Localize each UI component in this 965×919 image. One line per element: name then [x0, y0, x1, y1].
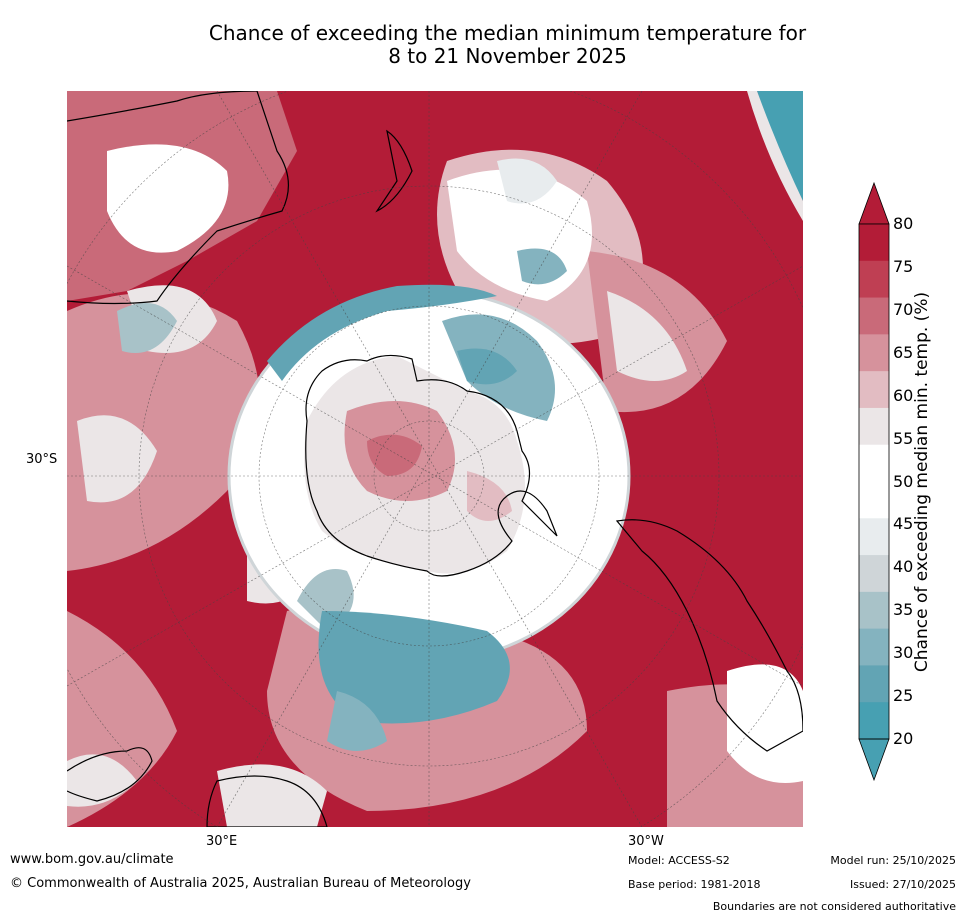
colorbar-segment — [859, 518, 889, 556]
colorbar-tick-label: 55 — [893, 428, 914, 448]
graticule — [67, 91, 803, 827]
footer-website: www.bom.gov.au/climate — [10, 852, 174, 867]
colorbar-segments — [859, 224, 889, 740]
colorbar-segment — [859, 260, 889, 298]
footer-disclaimer: Boundaries are not considered authoritat… — [712, 900, 956, 913]
colorbar-title: Chance of exceeding median min. temp. (%… — [912, 291, 932, 673]
footer-base-period: Base period: 1981-2018 — [628, 878, 761, 891]
footer-model: Model: ACCESS-S2 — [628, 854, 730, 867]
colorbar-segment — [859, 334, 889, 372]
colorbar-tick-label: 50 — [893, 471, 914, 491]
colorbar-segment — [859, 407, 889, 446]
colorbar-extend-bottom — [858, 738, 890, 782]
colorbar-segment — [859, 628, 889, 666]
colorbar-tick-label: 25 — [893, 686, 914, 706]
colorbar-segment — [859, 555, 889, 593]
colorbar-segment — [859, 297, 889, 335]
map-panel — [67, 91, 803, 827]
title-line-1: Chance of exceeding the median minimum t… — [208, 21, 807, 45]
lon-label-30w: 30°W — [628, 834, 664, 849]
colorbar-segment — [859, 224, 889, 262]
coastlines — [67, 91, 803, 827]
colorbar-segment — [859, 444, 889, 482]
colorbar-tick-label: 65 — [893, 342, 914, 362]
colorbar-tick-label: 75 — [893, 256, 914, 276]
title-line-2: 8 to 21 November 2025 — [388, 44, 627, 68]
colorbar-tick-label: 45 — [893, 514, 914, 534]
colorbar-tick-label: 70 — [893, 299, 914, 319]
probability-map — [67, 91, 803, 827]
colorbar-segment — [859, 371, 889, 409]
footer-copyright: © Commonwealth of Australia 2025, Austra… — [10, 876, 471, 891]
below-median-regions — [117, 91, 803, 751]
footer-issued: Issued: 27/10/2025 — [849, 878, 956, 891]
colorbar-tick-label: 30 — [893, 643, 914, 663]
colorbar-segment — [859, 665, 889, 703]
colorbar-tick-label: 60 — [893, 385, 914, 405]
colorbar-segment — [859, 591, 889, 630]
colorbar-segment — [859, 702, 889, 740]
colorbar — [858, 182, 890, 782]
footer-model-run: Model run: 25/10/2025 — [830, 854, 956, 867]
colorbar-tick-label: 40 — [893, 557, 914, 577]
colorbar-tick-label: 80 — [893, 214, 914, 233]
colorbar-extend-top — [858, 182, 890, 225]
lon-label-30e: 30°E — [206, 834, 238, 849]
chart-title: Chance of exceeding the median minimum t… — [130, 22, 885, 68]
colorbar-segment — [859, 481, 889, 519]
colorbar-tick-label: 20 — [893, 729, 914, 748]
colorbar-frame — [858, 223, 890, 740]
colorbar-tick-label: 35 — [893, 600, 914, 620]
lat-label-30s: 30°S — [26, 452, 58, 467]
